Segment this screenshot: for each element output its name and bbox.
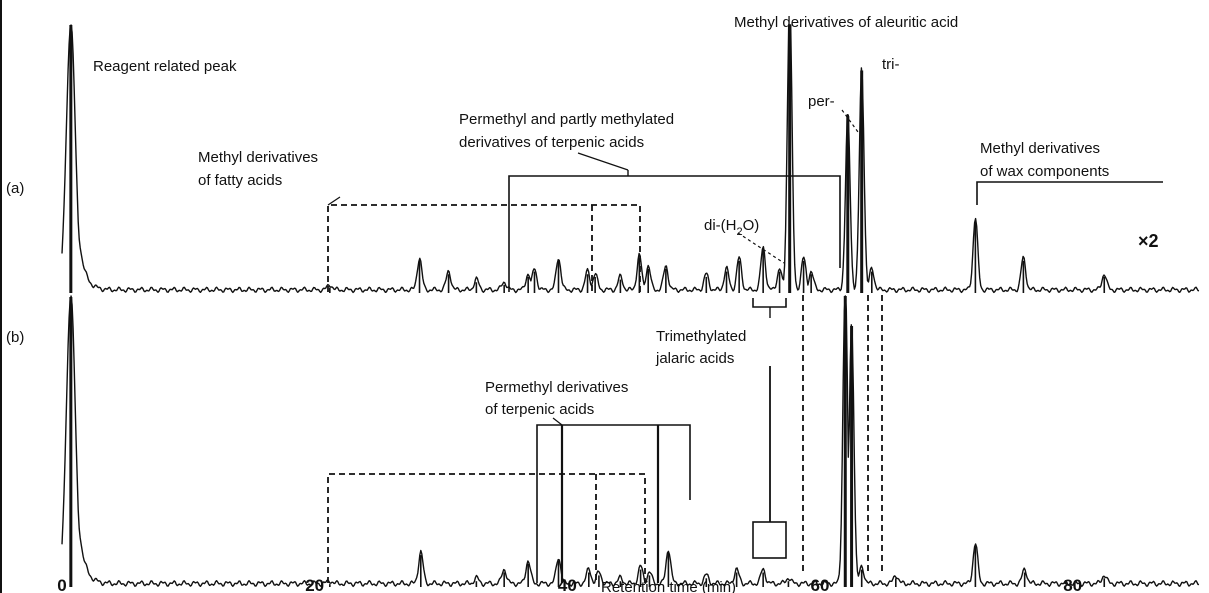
terpenic-a-label-line1: Permethyl and partly methylated — [459, 111, 674, 128]
fatty-acids-label-line2: of fatty acids — [198, 172, 282, 189]
top-mask-box — [128, 0, 368, 14]
wax-label-line2: of wax components — [980, 163, 1109, 180]
fatty-b-bracket — [327, 473, 646, 583]
di-h2o-subscript: 2 — [737, 226, 743, 238]
annotation-graphics — [327, 109, 1163, 583]
aleuritic-acid-label: Methyl derivatives of aleuritic acid — [734, 14, 958, 31]
terpenic-b-pointer — [552, 417, 563, 426]
terpenic-a-label-line2: derivatives of terpenic acids — [459, 134, 644, 151]
x-tick-20: 20 — [305, 576, 324, 593]
wax-label-line1: Methyl derivatives — [980, 140, 1100, 157]
terpenic-a-connector — [577, 152, 629, 171]
tri-label: tri- — [882, 56, 900, 73]
fatty-a-bracket — [327, 204, 641, 292]
reagent-peak-label: Reagent related peak — [93, 58, 237, 75]
terpenic-b-label-line1: Permethyl derivatives — [485, 379, 628, 396]
trace-line-a — [61, 24, 1200, 294]
fatty-a-connector — [327, 196, 341, 206]
panel-b-label: (b) — [6, 329, 24, 346]
jalaric-label-line1: Trimethylated — [656, 328, 746, 345]
trace-panel-b — [61, 295, 1200, 588]
fatty-acids-label-line1: Methyl derivatives — [198, 149, 318, 166]
per-connector — [841, 109, 859, 133]
di-h2o-suffix: O) — [743, 217, 760, 234]
di-h2o-prefix: di-(H — [704, 217, 737, 234]
trace-panel-a — [61, 24, 1200, 294]
terpenic-a-bracket — [508, 175, 841, 292]
wax-bracket — [976, 181, 1163, 205]
per-label: per- — [808, 93, 835, 110]
x-tick-0: 0 — [57, 576, 66, 593]
terpenic-b-bracket — [536, 424, 691, 583]
jalaric-bracket-upper — [752, 298, 787, 308]
jalaric-box — [752, 521, 787, 559]
terpenic-b-label-line2: of terpenic acids — [485, 401, 594, 418]
scale-note: ×2 — [1138, 231, 1159, 251]
x-axis-label: Retention time (min) — [601, 579, 736, 593]
trace-line-b — [61, 295, 1200, 588]
di-h2o-label: di-(H2O) — [704, 217, 759, 238]
panel-a-label: (a) — [6, 180, 24, 197]
jalaric-label-line2: jalaric acids — [655, 350, 734, 367]
